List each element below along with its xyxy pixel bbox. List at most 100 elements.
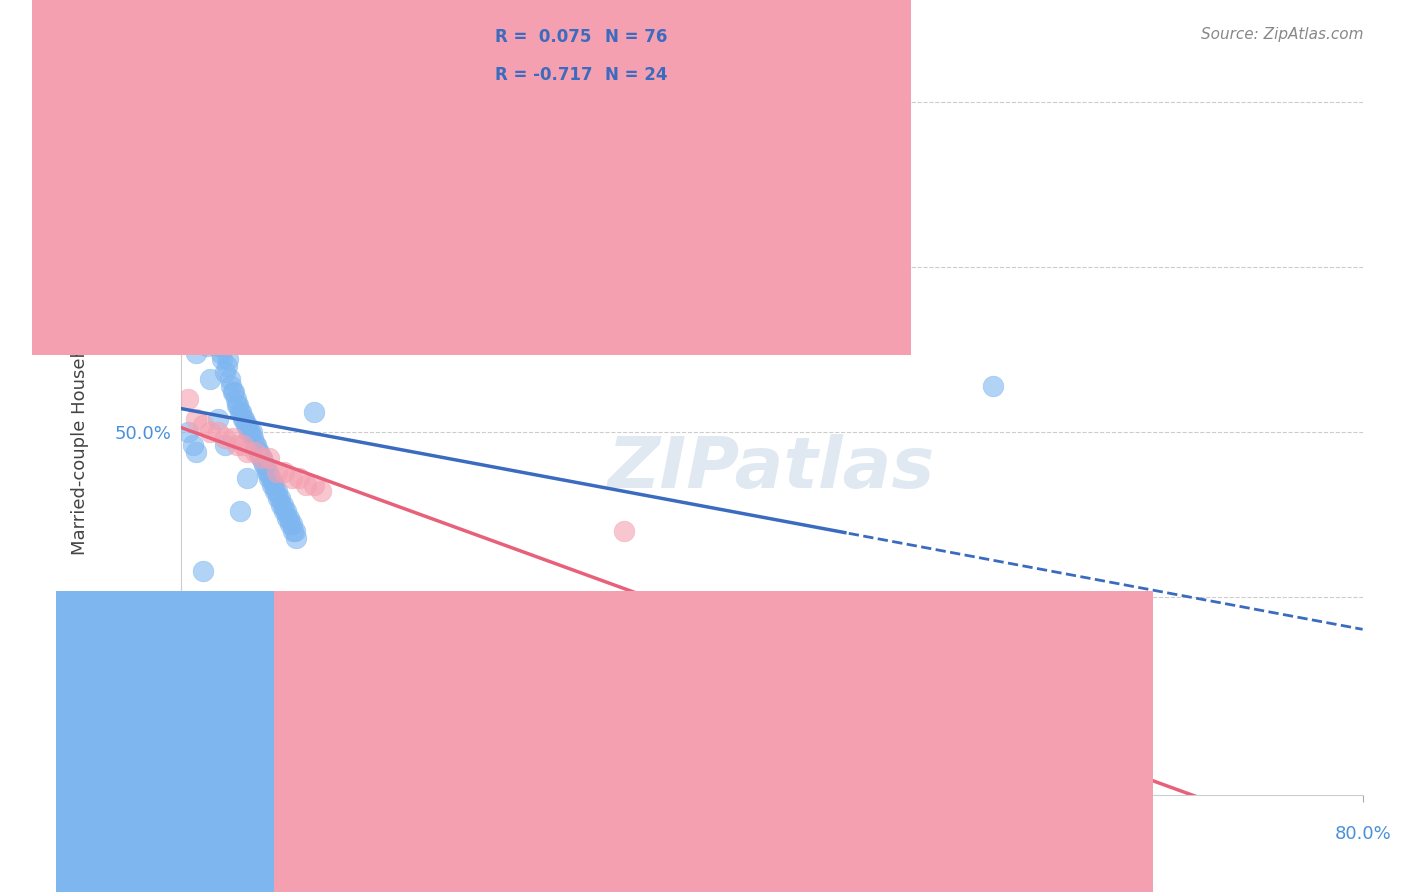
Point [263,477,285,491]
Text: ZIPatlas: ZIPatlas [607,434,935,503]
Point [583,689,606,703]
Point [218,372,240,386]
Point [232,438,254,452]
Point [267,491,290,505]
Point [214,438,236,452]
Point [269,491,291,505]
Point [214,366,236,380]
Text: R =  0.075: R = 0.075 [495,29,592,46]
Text: R = -0.717: R = -0.717 [495,66,592,84]
Point [280,471,302,485]
Point [226,399,249,413]
Point [207,425,229,439]
Point [252,458,274,472]
Point [191,564,214,578]
Point [207,411,229,425]
Point [264,484,287,499]
Point [259,471,281,485]
Point [191,260,214,274]
Point [236,471,259,485]
Point [284,524,307,538]
Point [209,345,232,359]
Point [187,240,209,254]
Point [187,306,209,320]
Point [236,444,259,458]
Point [1056,722,1078,736]
Point [229,504,252,518]
Y-axis label: Married-couple Households: Married-couple Households [72,309,89,555]
Point [273,465,295,479]
Point [219,378,242,392]
Point [184,444,207,458]
Point [240,425,263,439]
Point [288,471,311,485]
Point [295,477,318,491]
Point [225,392,247,406]
Point [184,411,207,425]
Point [276,510,298,524]
Point [266,484,288,499]
Point [245,438,267,452]
Point [184,345,207,359]
Point [266,465,288,479]
Point [204,326,226,340]
Text: Fijians: Fijians [752,858,804,876]
Point [221,432,243,446]
Point [200,286,222,301]
Point [613,524,636,538]
Point [177,425,200,439]
Point [302,405,325,419]
Point [214,432,236,446]
Point [278,517,301,532]
Point [202,319,225,334]
Point [247,444,270,458]
Point [243,444,266,458]
Point [211,352,233,367]
Point [229,405,252,419]
Point [232,411,254,425]
Text: 0.0%: 0.0% [157,825,204,843]
Point [238,425,260,439]
Point [228,399,250,413]
Point [197,339,219,353]
Point [200,372,222,386]
Point [217,352,239,367]
Point [191,253,214,268]
Point [226,438,249,452]
Text: N = 24: N = 24 [605,66,666,84]
Point [246,444,269,458]
Point [231,405,253,419]
Point [302,477,325,491]
Point [193,332,215,346]
Text: 80.0%: 80.0% [1334,825,1391,843]
Point [273,504,295,518]
Point [236,418,259,433]
Point [981,378,1004,392]
Point [200,425,222,439]
Point [239,425,262,439]
Point [254,458,277,472]
Point [981,702,1004,716]
Text: BULGARIAN VS FIJIAN MARRIED-COUPLE HOUSEHOLDS CORRELATION CHART: BULGARIAN VS FIJIAN MARRIED-COUPLE HOUSE… [56,27,828,45]
Point [191,418,214,433]
Point [235,418,257,433]
Point [211,339,233,353]
Point [242,432,264,446]
Point [259,451,281,466]
Point [285,531,308,545]
Point [281,524,304,538]
Text: Bulgarians: Bulgarians [534,858,623,876]
Point [177,174,200,188]
Point [257,465,280,479]
Point [177,392,200,406]
Point [233,411,256,425]
Point [181,187,204,202]
Point [262,477,284,491]
Point [256,465,278,479]
Point [271,498,294,512]
Point [215,359,238,373]
Point [250,451,273,466]
Point [222,385,245,400]
Point [221,385,243,400]
Point [309,484,332,499]
